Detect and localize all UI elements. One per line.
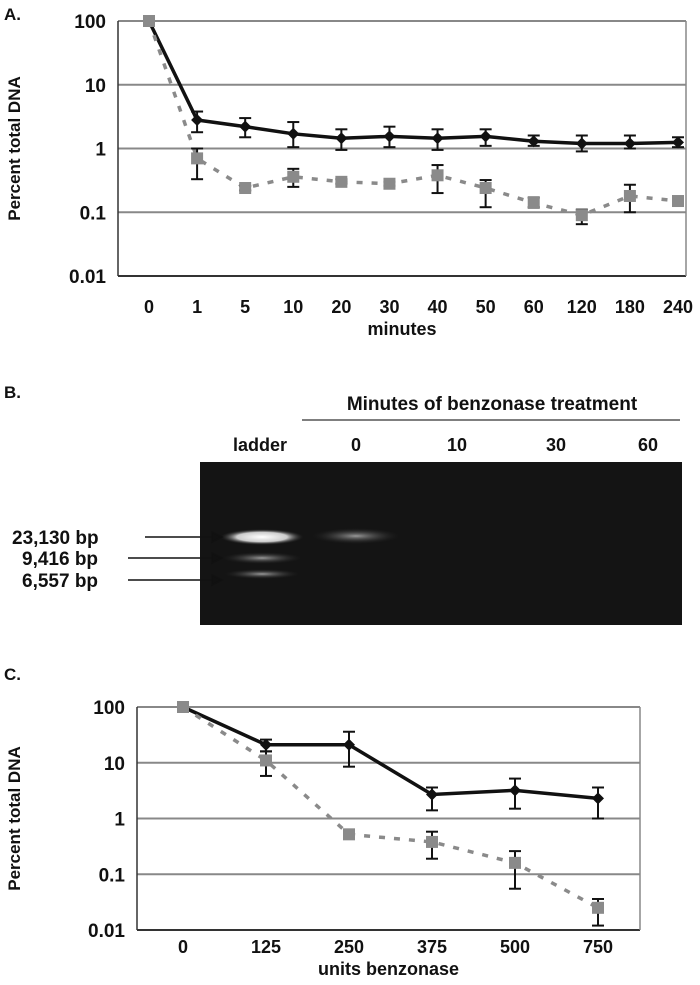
data-point-diamond	[426, 788, 438, 801]
data-point-square	[479, 182, 492, 195]
chart-a: A. 100 10 1 0.1 0.01 0 1 5 10 20 30 40 50 60 120 180 240 m…	[4, 5, 693, 339]
y-tick-label: 1	[114, 810, 125, 831]
x-tick-label: 0	[144, 297, 154, 317]
panel-label: A.	[4, 5, 21, 24]
series-line-black-solid	[182, 705, 599, 801]
y-tick-label: 1	[95, 140, 106, 161]
data-point-square	[592, 901, 604, 914]
y-tick-label: 100	[93, 698, 125, 719]
lane-label-30: 30	[546, 435, 566, 455]
series-line-gray-dashed	[182, 705, 599, 910]
series-line-gray-dashed	[147, 20, 679, 218]
y-axis-label: Percent total DNA	[5, 746, 24, 891]
marker-arrows	[128, 530, 224, 587]
lane-0-band	[312, 528, 400, 544]
ladder-band-6557	[224, 569, 300, 579]
data-point-diamond	[191, 113, 204, 126]
y-tick-label: 100	[74, 12, 106, 33]
data-point-square	[177, 701, 189, 713]
series-line-black-solid	[147, 20, 679, 146]
x-tick-label: 5	[240, 297, 250, 317]
data-point-square	[143, 15, 155, 27]
x-tick-label: 40	[428, 297, 448, 317]
data-point-square	[527, 196, 540, 209]
data-point-diamond	[527, 135, 540, 148]
x-tick-label: 0	[178, 937, 188, 957]
lane-label-0: 0	[351, 435, 361, 455]
x-axis-label: units benzonase	[318, 959, 459, 979]
marker-6557: 6,557 bp	[22, 571, 98, 592]
data-point-square	[509, 856, 521, 869]
x-tick-label: 750	[583, 937, 613, 957]
ladder-band-23130	[220, 529, 304, 545]
panel-label: C.	[4, 665, 21, 684]
marker-9416: 9,416 bp	[22, 549, 98, 570]
x-tick-label: 10	[283, 297, 303, 317]
data-point-square	[191, 152, 204, 165]
data-point-diamond	[239, 120, 252, 133]
data-point-square	[672, 195, 684, 208]
data-point-diamond	[575, 137, 588, 150]
x-tick-label: 240	[663, 297, 693, 317]
data-point-diamond	[431, 132, 444, 145]
data-point-square	[623, 189, 636, 202]
panel-label-b: B.	[4, 383, 21, 402]
y-tick-label: 0.1	[80, 203, 107, 224]
x-axis-label: minutes	[367, 319, 436, 339]
y-tick-label: 10	[85, 76, 106, 97]
data-point-diamond	[343, 738, 355, 751]
x-tick-label: 30	[379, 297, 399, 317]
lane-label-10: 10	[447, 435, 467, 455]
data-point-square	[260, 754, 272, 767]
data-point-diamond	[623, 137, 636, 150]
x-tick-label: 20	[331, 297, 351, 317]
data-point-square	[239, 182, 252, 195]
x-tick-label: 180	[615, 297, 645, 317]
x-tick-label: 500	[500, 937, 530, 957]
data-point-square	[383, 177, 396, 190]
gel-header: Minutes of benzonase treatment	[347, 394, 638, 415]
data-point-diamond	[672, 136, 684, 149]
y-tick-label: 10	[104, 754, 125, 775]
data-point-diamond	[509, 784, 521, 797]
data-point-diamond	[335, 132, 348, 145]
ladder-band-9416	[222, 552, 302, 564]
y-tick-label: 0.01	[88, 921, 125, 942]
x-tick-label: 50	[476, 297, 496, 317]
y-tick-label: 0.1	[99, 865, 126, 886]
data-point-square	[575, 209, 588, 222]
x-tick-label: 60	[524, 297, 544, 317]
x-tick-label: 120	[567, 297, 597, 317]
lane-label-60: 60	[638, 435, 658, 455]
chart-c: C. 100 10 1 0.1 0.01 0 125 250 375 500 750 units ben…	[4, 665, 641, 979]
data-point-diamond	[287, 127, 300, 140]
y-tick-label: 0.01	[69, 267, 106, 288]
data-point-diamond	[383, 130, 396, 143]
data-point-diamond	[260, 738, 272, 751]
data-point-square	[335, 175, 348, 188]
gel-panel-b: B. Minutes of benzonase treatment ladder…	[4, 383, 682, 625]
data-point-diamond	[592, 792, 604, 805]
data-point-square	[287, 170, 300, 183]
marker-23130: 23,130 bp	[12, 528, 99, 549]
x-tick-label: 375	[417, 937, 447, 957]
x-tick-label: 250	[334, 937, 364, 957]
x-tick-label: 1	[192, 297, 202, 317]
data-point-diamond	[479, 130, 492, 143]
x-tick-label: 125	[251, 937, 281, 957]
y-axis-label: Percent total DNA	[5, 76, 24, 221]
lane-label-ladder: ladder	[233, 435, 287, 455]
data-point-square	[426, 835, 438, 848]
data-point-square	[343, 828, 355, 841]
data-point-square	[431, 169, 444, 182]
